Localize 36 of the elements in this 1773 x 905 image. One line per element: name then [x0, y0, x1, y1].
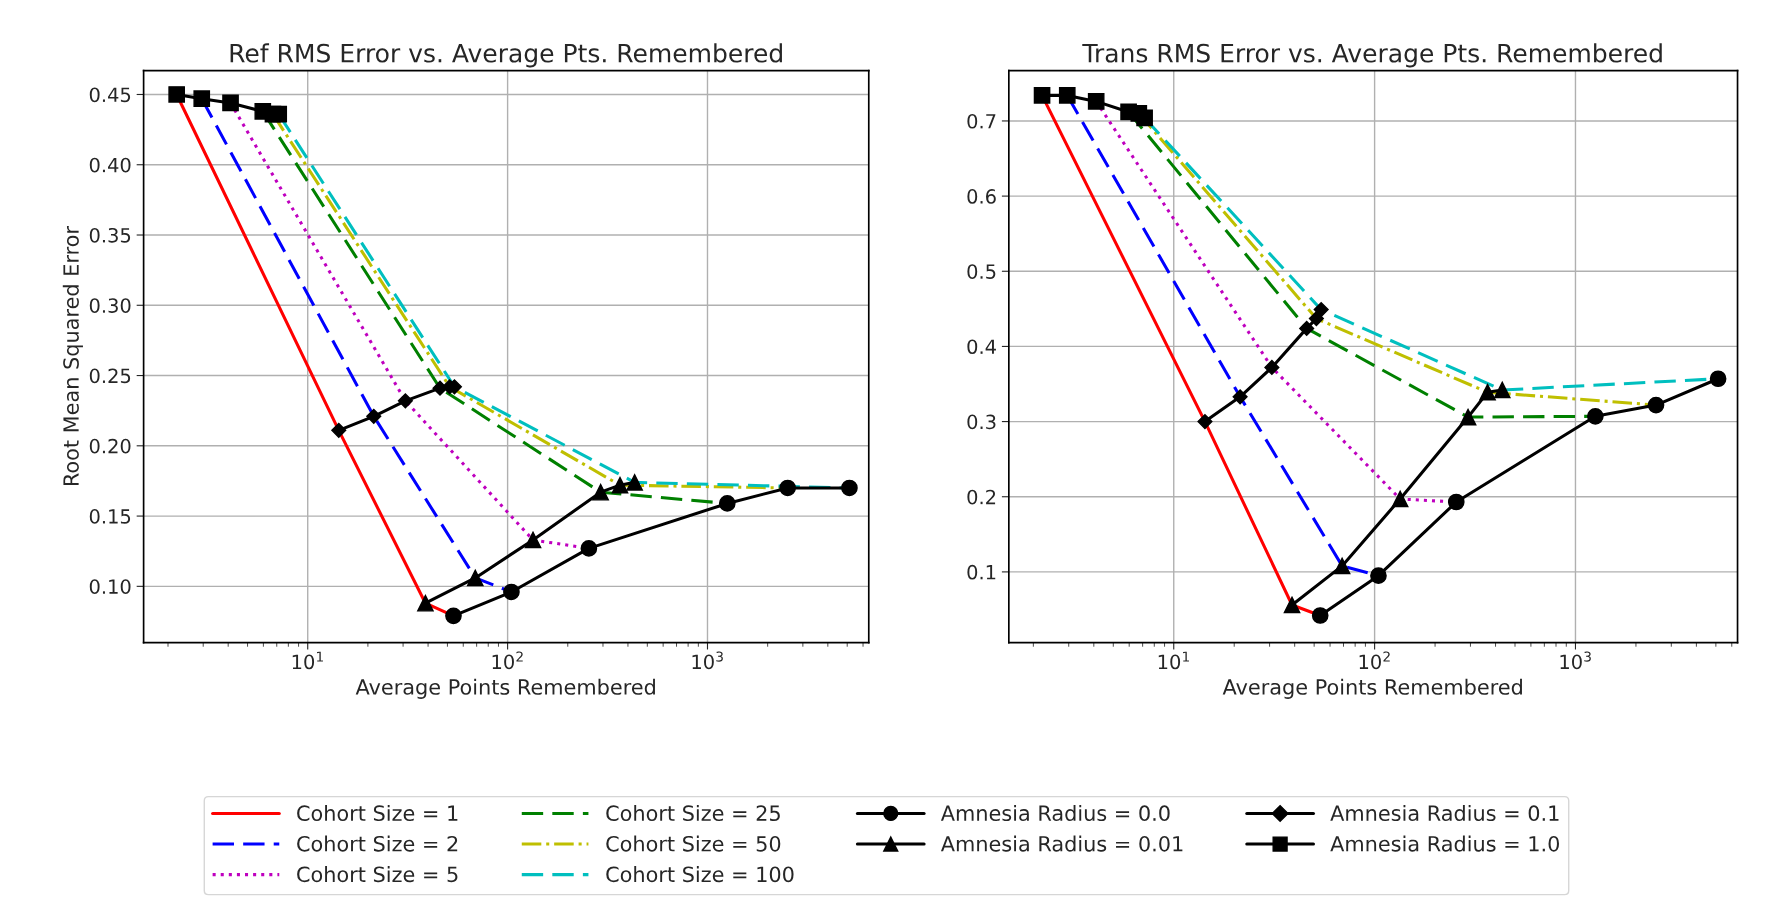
chart-title: Ref RMS Error vs. Average Pts. Remembered: [230, 43, 782, 68]
y-tick-label: 0.1: [967, 564, 996, 580]
legend-label: Amnesia Radius = 0.1: [1330, 804, 1559, 822]
y-tick-label: 0.3: [967, 414, 996, 430]
legend-label: Cohort Size = 25: [606, 804, 780, 822]
x-tick-label: 10$^{3}$: [1560, 651, 1591, 670]
x-tick-label: 10$^{1}$: [292, 651, 323, 670]
x-tick-label: 10$^{3}$: [692, 651, 723, 670]
chart-title: Trans RMS Error vs. Average Pts. Remembered: [1082, 43, 1662, 68]
legend-label: Cohort Size = 1: [297, 804, 458, 822]
y-tick-label: 0.40: [89, 157, 131, 173]
y-tick-label: 0.4: [967, 339, 996, 355]
legend-label: Amnesia Radius = 0.0: [940, 804, 1170, 822]
y-tick-label: 0.5: [967, 264, 996, 279]
y-tick-label: 0.45: [89, 87, 131, 103]
y-tick-label: 0.2: [967, 489, 996, 505]
y-tick-label: 0.10: [89, 579, 131, 594]
x-axis-title: Average Points Remembered: [355, 678, 655, 699]
y-tick-label: 0.6: [967, 189, 996, 204]
y-tick-label: 0.15: [89, 509, 131, 524]
legend-label: Cohort Size = 100: [606, 866, 794, 883]
x-tick-label: 10$^{2}$: [492, 651, 523, 670]
x-tick-label: 10$^{2}$: [1359, 651, 1390, 670]
y-tick-label: 0.30: [89, 298, 131, 313]
legend-label: Amnesia Radius = 0.01: [940, 835, 1183, 852]
x-tick-label: 10$^{1}$: [1158, 651, 1189, 670]
y-tick-label: 0.7: [967, 113, 996, 129]
y-axis-title: Root Mean Squared Error: [62, 225, 83, 486]
y-tick-label: 0.35: [89, 227, 131, 243]
legend-label: Amnesia Radius = 1.0: [1330, 835, 1560, 852]
y-tick-label: 0.20: [89, 438, 131, 454]
y-tick-label: 0.25: [89, 368, 131, 384]
legend-label: Cohort Size = 50: [606, 835, 781, 852]
legend-label: Cohort Size = 2: [297, 835, 458, 852]
x-axis-title: Average Points Remembered: [1222, 678, 1522, 699]
legend-label: Cohort Size = 5: [297, 866, 458, 883]
